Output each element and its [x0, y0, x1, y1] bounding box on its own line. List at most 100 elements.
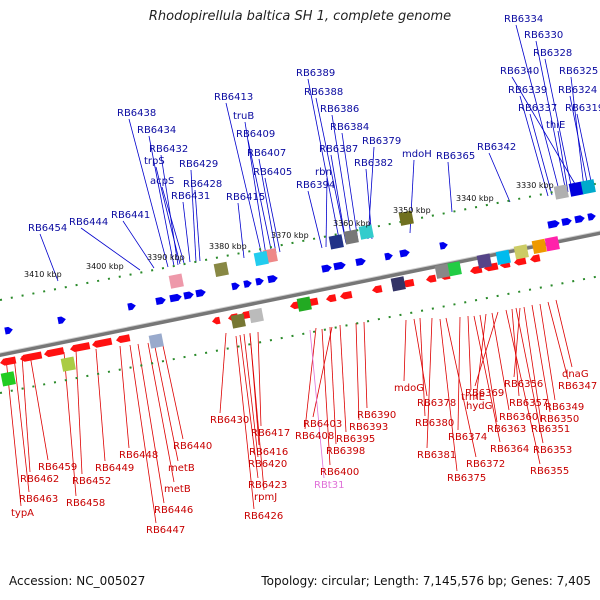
bottom-label-leader	[13, 356, 30, 493]
bottom-gene-label: RB6416	[249, 447, 288, 458]
top-label-leader	[447, 161, 453, 213]
top-gene-label: RB6429	[179, 159, 218, 170]
gene-feature-block	[328, 234, 344, 250]
kbp-label: 3410 kbp	[24, 270, 62, 279]
bottom-gene-label: RB6395	[336, 434, 375, 445]
bottom-gene-label: RB6452	[72, 476, 111, 487]
bottom-gene-label: RB6351	[531, 424, 570, 435]
accession-text: Accession: NC_005027	[9, 574, 146, 588]
top-gene-label: RB6415	[226, 192, 265, 203]
reverse-gene-arrow	[212, 316, 221, 325]
bottom-gene-label: RB6374	[448, 432, 487, 443]
bottom-gene-label: rpmJ	[254, 492, 277, 503]
top-gene-label: RB6339	[508, 85, 547, 96]
gene-feature-block	[213, 261, 229, 277]
bottom-label-leader	[439, 318, 458, 472]
figure-title: Rhodopirellula baltica SH 1, complete ge…	[148, 9, 452, 24]
gene-feature-block	[513, 244, 529, 260]
kbp-label: 3340 kbp	[456, 194, 494, 203]
bottom-label-leader	[119, 345, 130, 449]
bottom-label-leader	[257, 331, 262, 427]
bottom-gene-label: RB6393	[349, 422, 388, 433]
bottom-gene-label: RB6458	[66, 498, 105, 509]
bottom-label-leader	[137, 343, 165, 504]
gene-feature-block	[476, 253, 492, 269]
bottom-gene-label: RB6403	[303, 419, 342, 430]
bottom-gene-label: RB6408	[295, 431, 334, 442]
top-label-leader	[576, 113, 593, 187]
bottom-label-leader	[63, 351, 77, 497]
reverse-gene-arrow	[372, 285, 383, 294]
kbp-label: 3400 kbp	[86, 262, 124, 271]
forward-gene-arrow	[384, 252, 393, 261]
bottom-gene-label: RB6417	[251, 428, 290, 439]
forward-gene-arrow	[321, 264, 332, 273]
bottom-label-leader	[445, 317, 477, 458]
bottom-gene-label: RB6353	[533, 445, 572, 456]
bottom-gene-label: RB6459	[38, 462, 77, 473]
kbp-label: 3380 kbp	[209, 242, 247, 251]
bottom-gene-label: RB6355	[530, 466, 569, 477]
bottom-gene-label: RB6380	[415, 418, 454, 429]
kbp-label: 3360 kbp	[333, 219, 371, 228]
top-label-leader	[155, 166, 181, 265]
forward-gene-arrow	[439, 242, 448, 250]
bottom-label-leader	[426, 317, 433, 449]
gene-features	[0, 179, 596, 387]
forward-gene-arrow	[183, 291, 194, 300]
forward-gene-arrow	[4, 326, 13, 335]
gene-feature-block	[0, 371, 16, 387]
forward-gene-arrow	[561, 217, 572, 226]
forward-gene-arrow	[195, 289, 206, 298]
bottom-label-leader	[515, 307, 544, 444]
bottom-label-leader	[153, 341, 179, 462]
bottom-gene-label: RB6446	[154, 505, 193, 516]
bottom-label-leader	[479, 314, 498, 423]
gene-feature-block	[296, 296, 312, 312]
top-label-leader	[529, 113, 553, 196]
gene-feature-block	[544, 236, 560, 252]
gene-feature-block	[230, 313, 246, 329]
bottom-gene-label: RB6381	[417, 450, 456, 461]
gene-feature-block	[553, 184, 569, 200]
top-gene-label: RB6328	[533, 48, 572, 59]
bottom-gene-label: RB6447	[146, 525, 185, 536]
bottom-label-leader	[547, 301, 569, 380]
top-gene-label: RB6388	[304, 87, 343, 98]
bottom-label-leader	[243, 333, 259, 458]
top-gene-label: RB6432	[149, 144, 188, 155]
top-label-leader	[182, 201, 191, 263]
gene-feature-block	[390, 276, 406, 292]
reverse-gene-arrow	[340, 290, 353, 300]
bottom-label-leader	[321, 328, 331, 466]
gene-feature-block	[358, 224, 374, 240]
bottom-label-leader	[329, 326, 337, 445]
top-gene-label: RB6319	[565, 103, 600, 114]
bottom-label-leader	[75, 349, 83, 475]
gene-feature-block	[531, 238, 547, 254]
bottom-gene-label: RB6448	[119, 450, 158, 461]
top-label-leader	[161, 186, 185, 264]
top-label-leader	[535, 40, 567, 193]
top-gene-label: truB	[233, 111, 254, 122]
top-gene-label: mdoH	[402, 149, 432, 160]
top-label-leader	[237, 202, 245, 259]
top-label-leader	[315, 97, 347, 244]
top-gene-label: RB6428	[183, 179, 222, 190]
top-label-leader	[258, 158, 277, 254]
forward-gene-arrow	[155, 296, 166, 306]
gene-feature-block	[60, 356, 76, 372]
top-gene-label: RB6413	[214, 92, 253, 103]
gene-feature-block	[148, 333, 164, 349]
bottom-gene-label: RB6430	[210, 415, 249, 426]
bottom-label-leader	[29, 354, 49, 461]
bottom-gene-label: hydG	[466, 401, 492, 412]
forward-gene-arrow	[587, 213, 596, 221]
top-gene-label: RB6409	[236, 129, 275, 140]
bottom-gene-label: RB6347	[558, 381, 597, 392]
top-label-leader	[190, 169, 197, 263]
forward-gene-arrow	[243, 280, 252, 288]
bottom-gene-label: RB6462	[20, 474, 59, 485]
top-label-leader	[341, 132, 359, 242]
kbp-label: 3390 kbp	[147, 253, 185, 262]
